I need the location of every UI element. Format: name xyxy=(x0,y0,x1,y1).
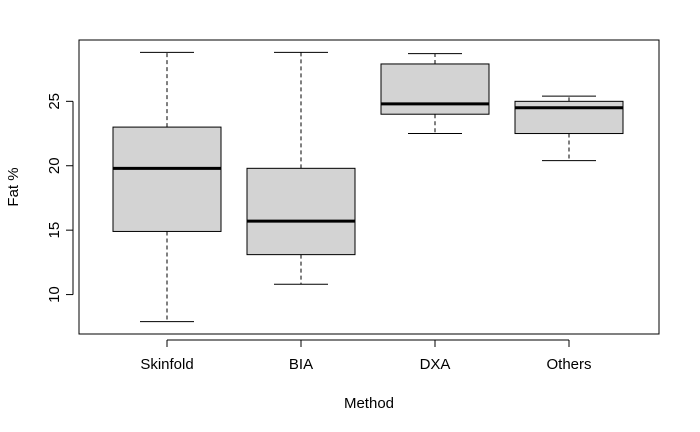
plot-frame xyxy=(78,39,660,335)
y-tick-label-20: 20 xyxy=(46,157,63,174)
box-skinfold xyxy=(112,126,222,232)
x-tick-label-skinfold: Skinfold xyxy=(140,356,193,373)
axes-layer: 10 15 20 25 Skinfold BIA DXA Others Method Fat % xyxy=(5,39,660,412)
x-tick-label-others: Others xyxy=(546,356,591,373)
x-tick-label-dxa: DXA xyxy=(420,356,451,373)
x-axis-title: Method xyxy=(344,395,394,412)
box-others xyxy=(514,100,624,135)
x-tick-label-bia: BIA xyxy=(289,356,313,373)
y-tick-label-15: 15 xyxy=(46,222,63,239)
y-tick-label-25: 25 xyxy=(46,93,63,110)
box-bia xyxy=(246,167,356,256)
box-dxa xyxy=(380,63,490,115)
y-tick-label-10: 10 xyxy=(46,286,63,303)
y-axis-title: Fat % xyxy=(5,167,22,206)
plot-layer xyxy=(112,51,624,323)
